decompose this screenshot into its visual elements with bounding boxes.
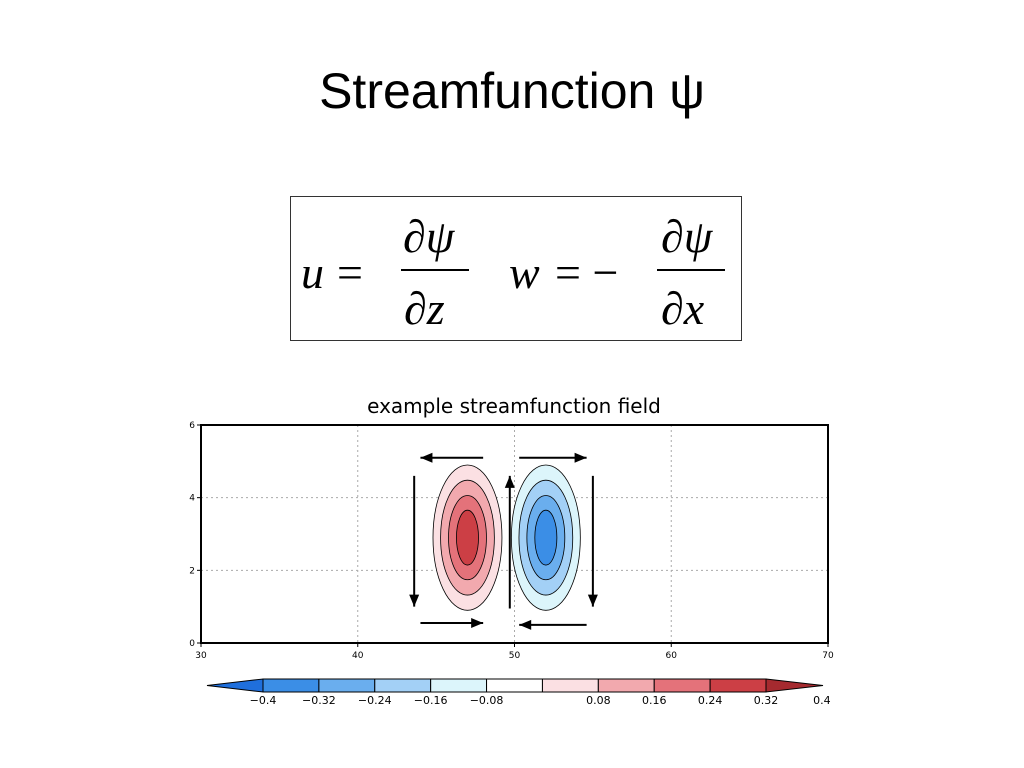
x-tick-label: 60 <box>666 651 678 661</box>
colorbar-label: 0.08 <box>586 694 611 707</box>
equations-svg: u = ∂ψ ∂z w = − ∂ψ ∂x <box>301 211 725 334</box>
x-tick-label: 30 <box>195 651 207 661</box>
negative-contour <box>534 509 558 566</box>
colorbar-bin <box>486 678 543 693</box>
grid-layer <box>201 425 828 643</box>
colorbar: −0.4 −0.32 −0.24 −0.16 −0.08 0.08 0.16 0.24 0.32… <box>206 678 831 707</box>
colorbar-label: −0.32 <box>302 694 336 707</box>
x-tick-label: 50 <box>509 651 521 661</box>
colorbar-label: 0.24 <box>698 694 723 707</box>
w-numerator: ∂ψ <box>661 211 714 262</box>
chart-title: example streamfunction field <box>367 394 661 418</box>
w-denominator: ∂x <box>661 283 705 334</box>
tick-layer: 30 40 50 60 70 0 2 4 6 <box>189 421 834 661</box>
y-tick-label: 2 <box>189 566 195 576</box>
flow-arrow-head <box>409 594 420 607</box>
w-symbol: w <box>509 247 540 298</box>
colorbar-bin <box>597 678 655 693</box>
colorbar-label: −0.16 <box>414 694 448 707</box>
colorbar-bin <box>653 678 711 693</box>
u-numerator: ∂ψ <box>403 211 456 262</box>
positive-contour <box>456 509 479 566</box>
flow-arrow-head <box>587 594 598 607</box>
flow-arrow-head <box>504 475 515 488</box>
flow-arrow-head <box>519 619 532 630</box>
arrow-layer <box>409 452 598 630</box>
y-tick-label: 6 <box>189 421 195 431</box>
y-tick-label: 4 <box>189 494 195 504</box>
equation-box: u = ∂ψ ∂z w = − ∂ψ ∂x <box>290 196 742 341</box>
colorbar-min-extension <box>206 678 264 693</box>
u-denominator: ∂z <box>404 283 445 334</box>
u-symbol: u <box>301 247 324 298</box>
colorbar-label: 0.16 <box>642 694 667 707</box>
colorbar-bin <box>262 678 320 693</box>
field-layer <box>432 464 581 611</box>
colorbar-label: −0.24 <box>358 694 392 707</box>
flow-arrow-head <box>420 452 433 463</box>
colorbar-bin <box>374 678 432 693</box>
y-tick-label: 0 <box>189 639 195 649</box>
w-equals: = − <box>555 247 618 298</box>
colorbar-label: 0.4 <box>813 694 831 707</box>
colorbar-bin <box>318 678 376 693</box>
colorbar-label: 0.32 <box>754 694 779 707</box>
colorbar-max-extension <box>765 678 824 693</box>
colorbar-bin <box>709 678 767 693</box>
slide-title: Streamfunction ψ <box>319 63 705 119</box>
colorbar-bin <box>541 678 599 693</box>
x-tick-label: 70 <box>822 651 834 661</box>
flow-arrow-head <box>574 452 587 463</box>
colorbar-bin <box>430 678 488 693</box>
flow-arrow-head <box>471 618 484 629</box>
u-equals: = <box>337 247 363 298</box>
colorbar-label: −0.4 <box>250 694 277 707</box>
x-tick-label: 40 <box>352 651 364 661</box>
colorbar-label: −0.08 <box>470 694 504 707</box>
